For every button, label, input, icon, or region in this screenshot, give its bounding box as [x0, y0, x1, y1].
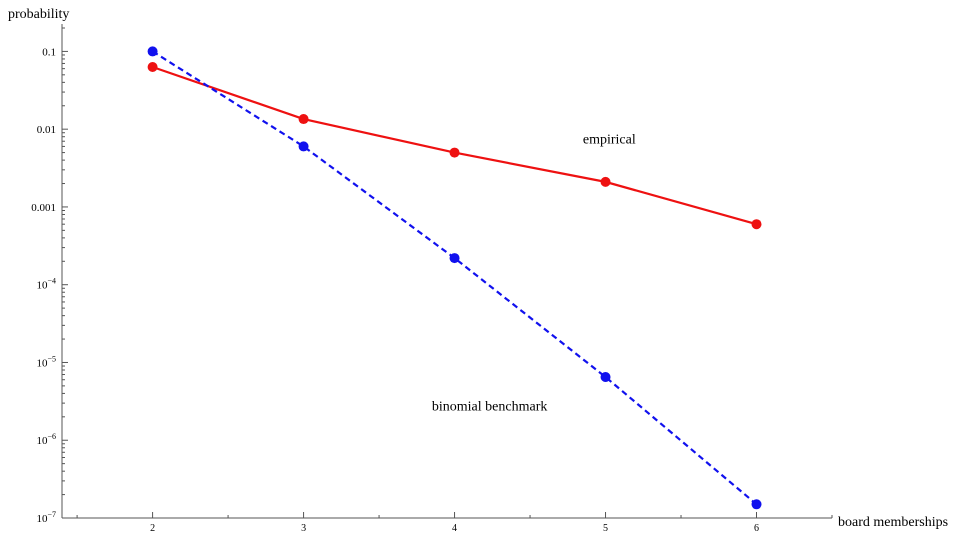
x-tick-label: 6 [754, 523, 759, 534]
annotation-layer: empirical binomial benchmark [432, 133, 636, 415]
y-tick-label: 0.01 [37, 124, 56, 136]
y-tick-label: 0.1 [42, 46, 56, 58]
x-axis-label: board memberships [838, 515, 948, 530]
axes: 2 3 4 5 6 0.1 0.01 0.001 10−4 10−5 10−6 10−7 [31, 24, 833, 534]
y-axis-label: probability [8, 7, 69, 22]
data-point [751, 499, 762, 510]
data-point [600, 176, 611, 187]
data-point [449, 147, 460, 158]
data-point [298, 141, 309, 152]
x-tick-label: 4 [452, 523, 457, 534]
y-tick-label: 10−4 [36, 277, 56, 292]
y-tick-label: 10−6 [36, 432, 56, 447]
data-point [147, 62, 158, 73]
annotation-label: binomial benchmark [432, 400, 547, 415]
y-tick-label: 10−5 [36, 354, 56, 369]
x-tick-label: 2 [150, 523, 155, 534]
series-line-0 [152, 65, 757, 226]
y-tick-label: 0.001 [31, 202, 56, 214]
data-point [449, 253, 460, 264]
data-point [147, 46, 158, 57]
data-point [751, 219, 762, 230]
series-layer [147, 46, 762, 510]
y-tick-label: 10−7 [36, 510, 56, 525]
data-point [600, 372, 611, 383]
annotation-label: empirical [583, 133, 636, 148]
data-point [298, 114, 309, 125]
series-line-1 [152, 50, 758, 506]
x-tick-label: 5 [603, 523, 608, 534]
x-tick-label: 3 [301, 523, 306, 534]
